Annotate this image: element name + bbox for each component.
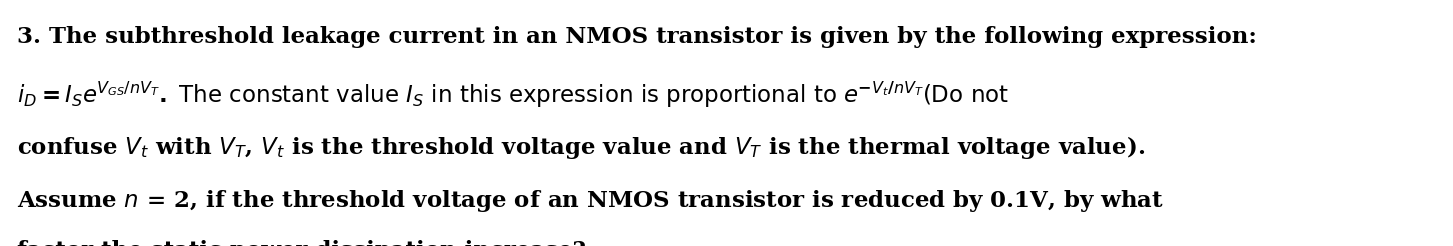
Text: 3. The subthreshold leakage current in an NMOS transistor is given by the follow: 3. The subthreshold leakage current in a…	[17, 26, 1257, 48]
Text: Assume $\mathit{n}$ = 2, if the threshold voltage of an NMOS transistor is reduc: Assume $\mathit{n}$ = 2, if the threshol…	[17, 188, 1165, 214]
Text: $\mathbf{\it{i}}_{\mathbf{\it{D}}}$$\mathbf{ = }$$\mathbf{\it{I}}_{\mathbf{\it{S: $\mathbf{\it{i}}_{\mathbf{\it{D}}}$$\mat…	[17, 80, 1010, 110]
Text: factor the static power dissipation increase?: factor the static power dissipation incr…	[17, 240, 587, 246]
Text: confuse $\mathit{V}_{\mathit{t}}$ with $\mathit{V}_{\mathit{T}}$, $\mathit{V}_{\: confuse $\mathit{V}_{\mathit{t}}$ with $…	[17, 134, 1145, 161]
